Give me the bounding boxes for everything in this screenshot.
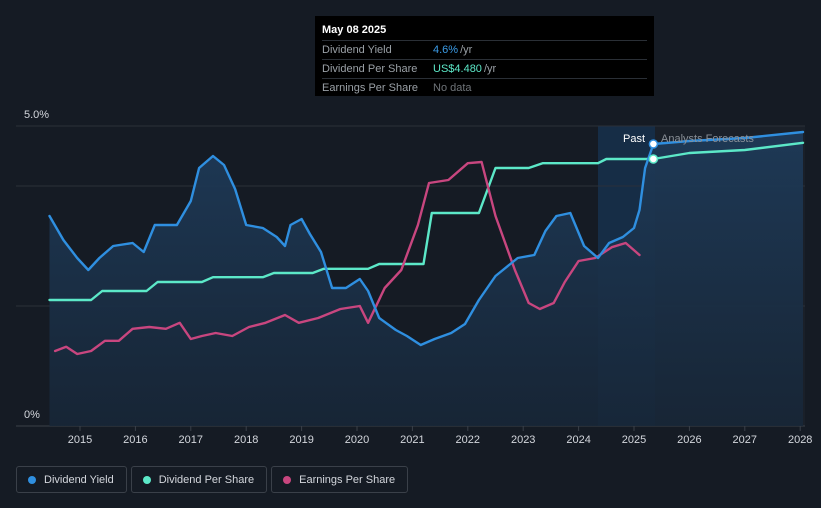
tooltip-unit: /yr — [483, 63, 497, 75]
dividend-per-share-line — [48, 141, 805, 302]
dividend-yield-area — [49, 132, 803, 426]
legend-label: Earnings Per Share — [299, 473, 396, 486]
tooltip-row-dividend-per-share: Dividend Per Share US$4.480 /yr — [322, 59, 647, 78]
dividend-yield-line — [48, 130, 805, 347]
x-tick-label: 2027 — [733, 434, 757, 446]
tooltip-date: May 08 2025 — [322, 24, 387, 36]
x-tick-label: 2022 — [456, 434, 480, 446]
tooltip-value: No data — [433, 82, 472, 94]
tooltip-label: Dividend Per Share — [322, 63, 418, 75]
tooltip-row-earnings-per-share: Earnings Per Share No data — [322, 78, 647, 97]
dot-icon — [28, 475, 36, 484]
legend-item-dividend-yield[interactable]: Dividend Yield — [16, 466, 127, 493]
past-label: Past — [623, 133, 645, 145]
tooltip-label: Dividend Yield — [322, 44, 392, 56]
x-tick-label: 2017 — [179, 434, 203, 446]
tooltip-value: US$4.480 — [433, 63, 482, 75]
forecast-label: Analysts Forecasts — [661, 133, 754, 145]
dividend-yield-marker — [648, 139, 659, 149]
x-tick-label: 2021 — [400, 434, 424, 446]
x-tick-label: 2023 — [511, 434, 535, 446]
tooltip-label: Earnings Per Share — [322, 82, 418, 94]
x-tick-label: 2028 — [788, 434, 812, 446]
dot-icon — [283, 475, 292, 484]
y-tick-label: 5.0% — [24, 109, 49, 121]
earnings-per-share-line — [53, 160, 641, 356]
tooltip-row-dividend-yield: Dividend Yield 4.6% /yr — [322, 40, 647, 59]
x-tick-label: 2026 — [677, 434, 701, 446]
legend: Dividend Yield Dividend Per Share Earnin… — [16, 466, 409, 493]
dot-icon — [142, 475, 151, 484]
x-tick-label: 2019 — [289, 434, 313, 446]
y-tick-label: 0% — [24, 409, 40, 421]
x-tick-label: 2020 — [345, 434, 369, 446]
legend-item-dividend-per-share[interactable]: Dividend Per Share — [130, 466, 268, 493]
tooltip-unit: /yr — [460, 44, 473, 56]
legend-label: Dividend Per Share — [158, 473, 255, 486]
dividend-per-share-marker — [648, 154, 659, 164]
x-tick-label: 2015 — [68, 434, 92, 446]
x-tick-label: 2016 — [123, 434, 147, 446]
x-tick-label: 2018 — [234, 434, 258, 446]
tooltip: May 08 2025 Dividend Yield 4.6% /yr Divi… — [315, 16, 654, 96]
legend-item-earnings-per-share[interactable]: Earnings Per Share — [271, 466, 409, 493]
x-tick-label: 2025 — [622, 434, 646, 446]
x-tick-label: 2024 — [566, 434, 590, 446]
tooltip-value: 4.6% — [433, 44, 459, 56]
legend-label: Dividend Yield — [44, 473, 114, 486]
